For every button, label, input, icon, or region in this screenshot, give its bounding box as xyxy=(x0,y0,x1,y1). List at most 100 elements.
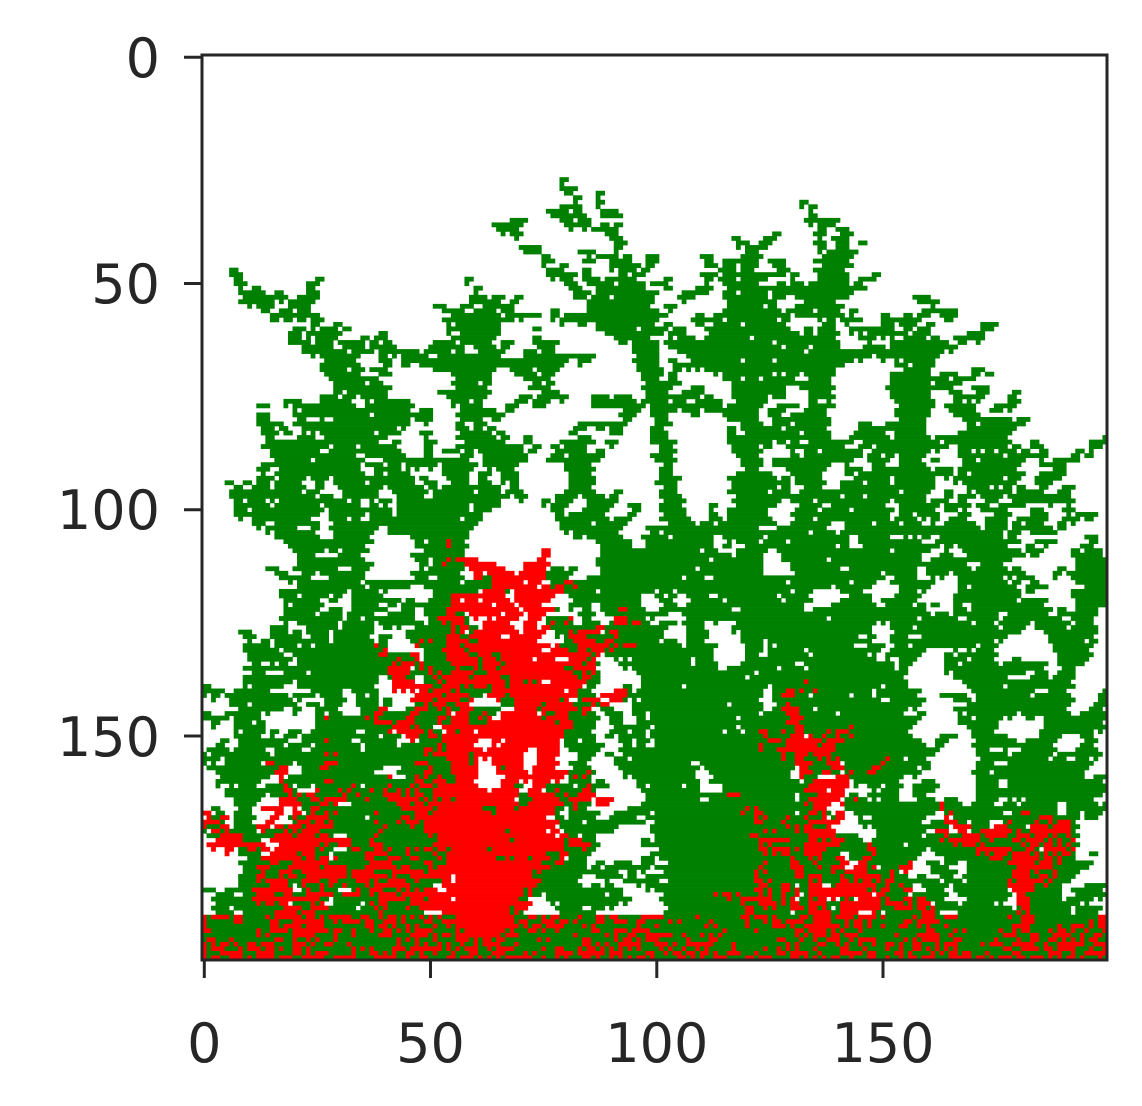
cell-run-species-a xyxy=(930,864,949,870)
cell-run-species-a xyxy=(618,765,701,771)
cell-run-species-a xyxy=(459,928,465,934)
cell-run-species-a xyxy=(794,588,814,594)
cell-run-species-b xyxy=(455,923,520,929)
cell-run-species-b xyxy=(455,779,474,784)
cell-run-species-a xyxy=(916,602,927,608)
cell-run-species-a xyxy=(799,706,814,712)
cell-run-species-a xyxy=(274,534,320,540)
cell-run-species-a xyxy=(315,910,379,916)
cell-run-species-a xyxy=(867,792,900,798)
cell-run-species-a xyxy=(817,226,827,232)
cell-run-species-a xyxy=(799,502,823,508)
cell-run-species-a xyxy=(903,946,913,952)
cell-run-species-a xyxy=(202,937,207,943)
cell-run-species-a xyxy=(953,810,1004,816)
cell-run-species-b xyxy=(1016,892,1026,897)
cell-run-species-a xyxy=(573,702,592,707)
cell-run-species-b xyxy=(821,733,827,739)
cell-run-species-a xyxy=(640,855,655,861)
cell-run-species-a xyxy=(260,471,266,477)
cell-run-species-a xyxy=(410,955,420,961)
cell-run-species-b xyxy=(618,941,642,947)
cell-run-species-a xyxy=(844,760,882,766)
cell-run-species-a xyxy=(468,711,483,716)
cell-run-species-a xyxy=(776,371,782,377)
cell-run-species-a xyxy=(541,937,547,943)
cell-run-species-a xyxy=(600,548,701,554)
cell-run-species-a xyxy=(315,932,334,938)
cell-run-species-a xyxy=(636,738,651,744)
cell-run-species-b xyxy=(767,892,773,897)
cell-run-species-b xyxy=(1057,855,1063,861)
cell-run-species-b xyxy=(437,806,483,811)
cell-run-species-a xyxy=(726,475,777,481)
cell-run-species-a xyxy=(274,892,284,897)
cell-run-species-a xyxy=(871,919,904,925)
cell-run-species-a xyxy=(853,810,936,816)
cell-run-species-a xyxy=(301,765,320,771)
cell-run-species-a xyxy=(975,566,1008,572)
cell-run-species-a xyxy=(238,874,257,879)
cell-run-species-a xyxy=(821,878,841,884)
cell-run-species-a xyxy=(640,941,655,947)
cell-run-species-a xyxy=(1079,543,1094,549)
cell-run-species-a xyxy=(360,706,379,712)
cell-run-species-a xyxy=(953,475,1004,481)
cell-run-species-b xyxy=(554,711,569,716)
cell-run-species-b xyxy=(830,932,841,938)
cell-run-species-a xyxy=(966,711,1017,716)
cell-run-species-a xyxy=(663,340,773,345)
cell-run-species-a xyxy=(586,634,615,640)
cell-run-species-a xyxy=(468,652,479,658)
cell-run-species-a xyxy=(224,788,284,793)
cell-run-species-a xyxy=(1021,910,1026,916)
cell-run-species-a xyxy=(600,941,606,947)
cell-run-species-a xyxy=(785,756,796,762)
cell-run-species-a xyxy=(242,679,293,685)
cell-run-species-b xyxy=(233,919,244,925)
cell-run-species-b xyxy=(396,937,402,943)
cell-run-species-a xyxy=(523,679,529,685)
cell-run-species-a xyxy=(292,711,298,716)
cell-run-species-a xyxy=(247,303,253,309)
cell-run-species-b xyxy=(500,665,565,671)
cell-run-species-a xyxy=(577,362,583,368)
cell-run-species-a xyxy=(573,530,619,535)
cell-run-species-a xyxy=(745,652,759,658)
cell-run-species-b xyxy=(550,679,587,685)
cell-run-species-a xyxy=(586,923,592,929)
cell-run-species-a xyxy=(772,892,782,897)
cell-run-species-a xyxy=(686,946,696,952)
cell-run-species-a xyxy=(772,489,791,495)
cell-run-species-b xyxy=(907,901,913,907)
cell-run-species-a xyxy=(523,376,551,382)
cell-run-species-b xyxy=(803,842,841,848)
cell-run-species-b xyxy=(514,702,542,707)
cell-run-species-a xyxy=(455,412,506,418)
cell-run-species-a xyxy=(722,534,764,540)
cell-run-species-a xyxy=(953,598,1017,603)
cell-run-species-a xyxy=(260,928,271,934)
cell-run-species-b xyxy=(871,887,877,893)
cell-run-species-a xyxy=(763,810,796,816)
cell-run-species-a xyxy=(740,950,755,956)
heatmap-cells xyxy=(202,177,1108,961)
cell-run-species-a xyxy=(686,616,827,621)
cell-run-species-b xyxy=(790,715,805,721)
cell-run-species-b xyxy=(745,806,750,811)
cell-run-species-a xyxy=(790,851,805,857)
cell-run-species-b xyxy=(455,557,479,563)
cell-run-species-b xyxy=(1057,819,1072,825)
cell-run-species-a xyxy=(763,878,768,884)
cell-run-species-b xyxy=(826,937,841,943)
cell-run-species-a xyxy=(383,842,434,848)
cell-run-species-a xyxy=(550,864,587,870)
cell-run-species-a xyxy=(618,643,624,649)
cell-run-species-a xyxy=(459,303,474,309)
cell-run-species-a xyxy=(459,453,474,459)
cell-run-species-b xyxy=(821,742,836,748)
cell-run-species-b xyxy=(310,901,316,907)
cell-run-species-a xyxy=(564,462,592,468)
cell-run-species-a xyxy=(287,783,293,789)
cell-run-species-a xyxy=(980,421,1026,427)
